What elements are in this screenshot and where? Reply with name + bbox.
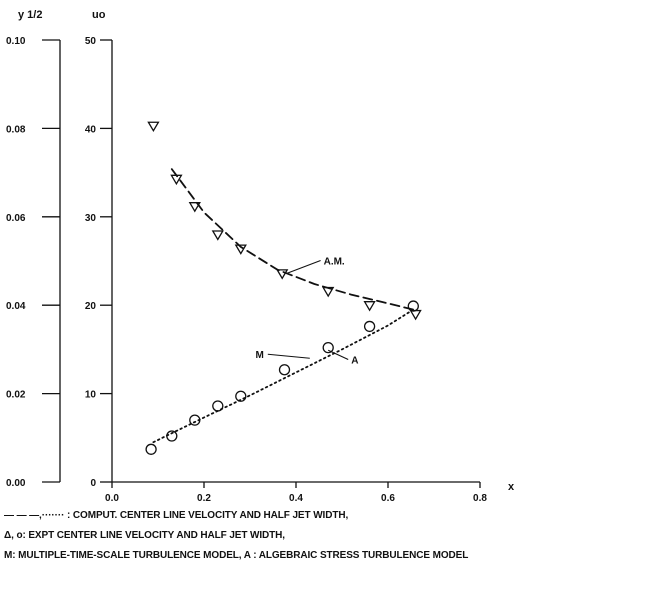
circle-point bbox=[278, 364, 291, 376]
right-tick-label: 10 bbox=[85, 390, 97, 401]
right-tick-label: 40 bbox=[85, 124, 97, 135]
markers bbox=[145, 121, 422, 455]
x-tick-label: 0.0 bbox=[105, 493, 119, 504]
triangle-point bbox=[188, 202, 201, 213]
circle-point bbox=[166, 430, 178, 442]
right-tick-label: 20 bbox=[85, 301, 97, 312]
annotation-label: M bbox=[255, 350, 263, 361]
left-tick-label: 0.08 bbox=[6, 124, 26, 135]
circle-point bbox=[407, 300, 419, 312]
triangle-point bbox=[322, 286, 335, 298]
circle-point bbox=[145, 443, 157, 455]
triangle-point bbox=[147, 121, 160, 133]
left-tick-label: 0.06 bbox=[6, 213, 26, 224]
x-tick-label: 0.4 bbox=[289, 493, 303, 504]
annotation-label: A.M. bbox=[324, 257, 345, 268]
triangle-point bbox=[211, 230, 224, 241]
circle-point bbox=[212, 400, 224, 412]
x-tick-label: 0.8 bbox=[473, 493, 487, 504]
x-tick-label: 0.6 bbox=[381, 493, 395, 504]
right-tick-label: 0 bbox=[90, 478, 96, 489]
right-axis: uo 0 10 20 30 40 50 bbox=[85, 9, 113, 489]
x-tick-label: 0.2 bbox=[197, 493, 211, 504]
triangle-point bbox=[409, 309, 422, 321]
triangle-point bbox=[276, 269, 289, 280]
left-tick-label: 0.10 bbox=[6, 36, 26, 47]
circle-point bbox=[235, 390, 247, 402]
triangle-point bbox=[234, 244, 247, 255]
left-tick-label: 0.02 bbox=[6, 390, 26, 401]
half-width-curve bbox=[152, 308, 415, 444]
annotation-leader bbox=[267, 353, 310, 359]
right-tick-label: 50 bbox=[85, 36, 97, 47]
triangle-point bbox=[363, 301, 376, 312]
annotation-label: A bbox=[351, 356, 358, 367]
circle-point bbox=[322, 341, 334, 354]
curves bbox=[152, 168, 415, 444]
caption-line-1: — — —,······· : COMPUT. CENTER LINE VELO… bbox=[4, 510, 349, 521]
velocity-curve bbox=[170, 168, 415, 311]
left-axis-label: y 1/2 bbox=[18, 9, 42, 21]
right-tick-label: 30 bbox=[85, 213, 97, 224]
left-axis: y 1/2 0.00 0.02 0.04 0.06 0.08 0.10 bbox=[6, 9, 61, 489]
right-axis-label: uo bbox=[92, 9, 106, 21]
triangle-point bbox=[170, 174, 183, 186]
caption-line-2: Δ, o: EXPT CENTER LINE VELOCITY AND HALF… bbox=[4, 530, 285, 541]
circle-point bbox=[363, 320, 376, 333]
annotation-leader bbox=[286, 260, 321, 274]
annotation-leader bbox=[327, 349, 349, 361]
circle-point bbox=[189, 414, 201, 426]
x-axis: x 0.0 0.2 0.4 0.6 0.8 bbox=[105, 481, 515, 504]
caption-line-3: M: MULTIPLE-TIME-SCALE TURBULENCE MODEL,… bbox=[4, 550, 469, 561]
left-tick-label: 0.04 bbox=[6, 301, 26, 312]
x-axis-label: x bbox=[508, 481, 515, 493]
left-tick-label: 0.00 bbox=[6, 478, 26, 489]
annotations: A.M. M A bbox=[255, 257, 358, 367]
